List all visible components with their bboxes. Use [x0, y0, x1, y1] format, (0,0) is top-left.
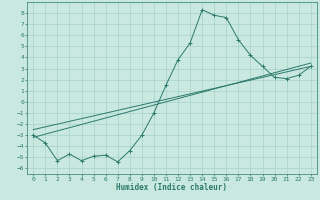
X-axis label: Humidex (Indice chaleur): Humidex (Indice chaleur)	[116, 183, 228, 192]
